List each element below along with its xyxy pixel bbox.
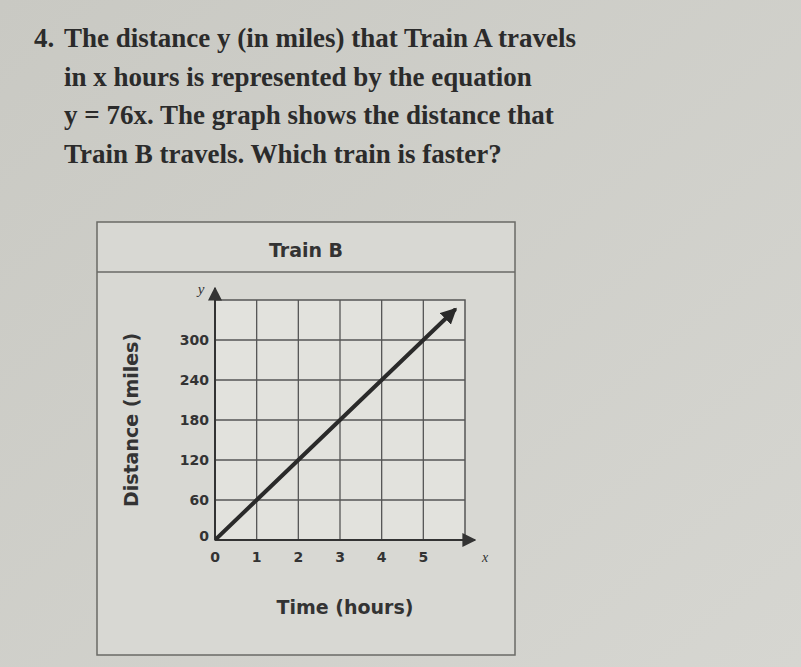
x-tick-label: 2: [293, 549, 303, 565]
y-tick-label: 0: [199, 528, 209, 544]
background: [0, 0, 801, 667]
y-tick-label: 180: [180, 412, 209, 428]
chart-title: Train B: [269, 239, 343, 261]
problem-line: y = 76x. The graph shows the distance th…: [64, 100, 554, 130]
x-axis: [215, 539, 475, 541]
x-tick-label: 5: [418, 549, 428, 565]
y-tick-label: 120: [180, 452, 209, 468]
problem-number: 4.: [34, 23, 54, 53]
problem-line: The distance y (in miles) that Train A t…: [64, 23, 576, 53]
x-axis-label: Time (hours): [277, 596, 414, 618]
y-axis-label: Distance (miles): [120, 333, 142, 507]
y-tick-label: 300: [180, 332, 209, 348]
plot-frame: [215, 300, 465, 540]
y-tick-label: 60: [190, 492, 210, 508]
problem-line: in x hours is represented by the equatio…: [64, 62, 532, 92]
problem-line: Train B travels. Which train is faster?: [64, 139, 502, 169]
y-grid: [215, 499, 465, 500]
y-axis-symbol: y: [196, 281, 205, 297]
x-axis-symbol: x: [481, 550, 489, 565]
page: 4. The distance y (in miles) that Train A…: [0, 0, 801, 667]
train-b-line: [215, 310, 455, 540]
data-group: [215, 310, 455, 540]
y-grid: [215, 459, 465, 460]
canvas: 4. The distance y (in miles) that Train A…: [0, 0, 801, 667]
y-grid: [215, 379, 465, 380]
x-tick-label: 3: [335, 549, 345, 565]
x-tick-label: 0: [210, 549, 220, 565]
y-tick-label: 240: [180, 372, 209, 388]
y-axis: [214, 288, 216, 540]
y-grid: [215, 339, 465, 340]
title-divider: [97, 271, 515, 273]
x-tick-label: 1: [252, 549, 262, 565]
x-tick-label: 4: [377, 549, 387, 565]
chart-box: [97, 222, 515, 655]
